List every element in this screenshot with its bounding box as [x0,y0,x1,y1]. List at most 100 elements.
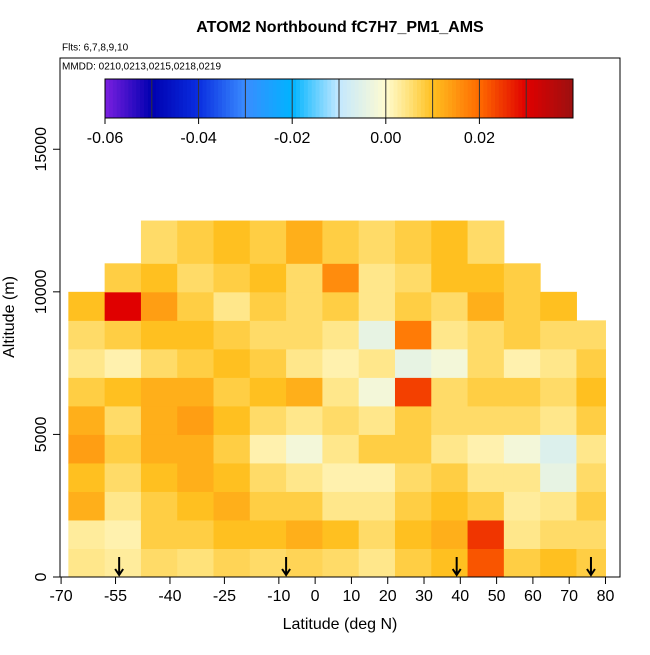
colorbar-slice [206,79,211,118]
heat-cell [431,462,469,492]
colorbar-slice [491,79,496,118]
heat-cell [540,348,577,378]
y-tick-label: 10000 [33,269,50,314]
colorbar-slice [327,79,332,118]
heat-cell [213,377,251,407]
flight-arrow [114,557,124,577]
colorbar-slice [495,79,500,118]
y-tick-label: 15000 [33,127,50,172]
heat-cell [249,291,287,321]
heat-cell [68,434,106,464]
colorbar-slice [479,79,484,118]
x-tick-label: -40 [158,588,181,605]
heat-cell [540,462,577,492]
heat-cell [68,377,106,407]
heat-cell [322,291,360,321]
colorbar-slice [565,79,570,118]
colorbar-slice [424,79,430,118]
colorbar-slice [409,79,414,118]
colorbar-slice [147,79,153,118]
colorbar-slice [218,79,223,118]
colorbar-slice [124,79,129,118]
colorbar-slice [272,79,278,118]
heat-cell [467,348,505,378]
x-tick-label: 80 [597,588,615,605]
heat-cell [431,220,469,264]
colorbar-slice [569,79,574,118]
heat-cell [322,519,360,549]
heat-cell [177,491,215,521]
heat-cell [286,348,323,378]
colorbar-slice [456,79,461,118]
heat-cell [431,348,469,378]
colorbar-slice [522,79,527,118]
heat-cell [213,519,251,549]
heat-cell [249,462,287,492]
colorbar-slice [167,79,172,118]
heat-cell [467,405,505,435]
colorbar-slice [444,79,449,118]
colorbar-slice [105,79,110,118]
x-axis-label: Latitude (deg N) [283,616,398,633]
colorbar-slice [335,79,340,118]
colorbar-slice [463,79,469,118]
colorbar-slice [300,79,305,118]
colorbar-slice [120,79,125,118]
heat-cell [140,491,178,521]
heat-cell [213,405,251,435]
colorbar-tick-label: -0.02 [274,130,311,147]
colorbar-slice [526,79,531,118]
flight-arrow [451,557,462,577]
heat-cell [540,320,577,350]
colorbar-slice [222,79,227,118]
colorbar-slice [159,79,164,118]
heat-cell [322,348,360,378]
colorbar-slice [214,79,219,118]
heat-cell [104,405,142,435]
heat-cell [358,519,396,549]
heat-cell [540,434,577,464]
colorbar-slice [440,79,445,118]
heat-cell [249,320,287,350]
heat-cell [286,263,323,293]
colorbar-slice [132,79,137,118]
heat-cell [358,263,396,293]
heat-cell [213,491,251,521]
heat-cell [177,519,215,549]
colorbar-slice [401,79,406,118]
heat-cell [322,405,360,435]
colorbar-tick-label: -0.06 [87,130,124,147]
colorbar-slice [186,79,192,118]
colorbar-slice [397,79,402,118]
heat-cell [104,434,142,464]
heat-cell [467,462,505,492]
colorbar-slice [405,79,410,118]
colorbar-slice [452,79,457,118]
heat-cell [104,377,142,407]
colorbar-slice [225,79,231,118]
heat-cell [177,263,215,293]
colorbar-slice [175,79,180,118]
heat-cell [431,263,469,293]
colorbar-slice [179,79,184,118]
y-tick-label: 0 [33,572,50,581]
colorbar-slice [241,79,246,118]
heat-cell [140,220,178,264]
colorbar-slice [190,79,196,118]
colorbar-slice [163,79,168,118]
colorbar-slice [233,79,239,118]
heat-cell [177,405,215,435]
colorbar-slice [280,79,285,118]
heat-cell [249,220,287,264]
heat-cell [249,377,287,407]
colorbar-slice [342,79,348,118]
colorbar-slice [378,79,383,118]
heat-cell [431,405,469,435]
heat-cell [322,377,360,407]
heat-cell [540,405,577,435]
colorbar-slice [487,79,492,118]
heat-cell [213,548,251,578]
heat-cell [140,263,178,293]
heat-cell [358,320,396,350]
